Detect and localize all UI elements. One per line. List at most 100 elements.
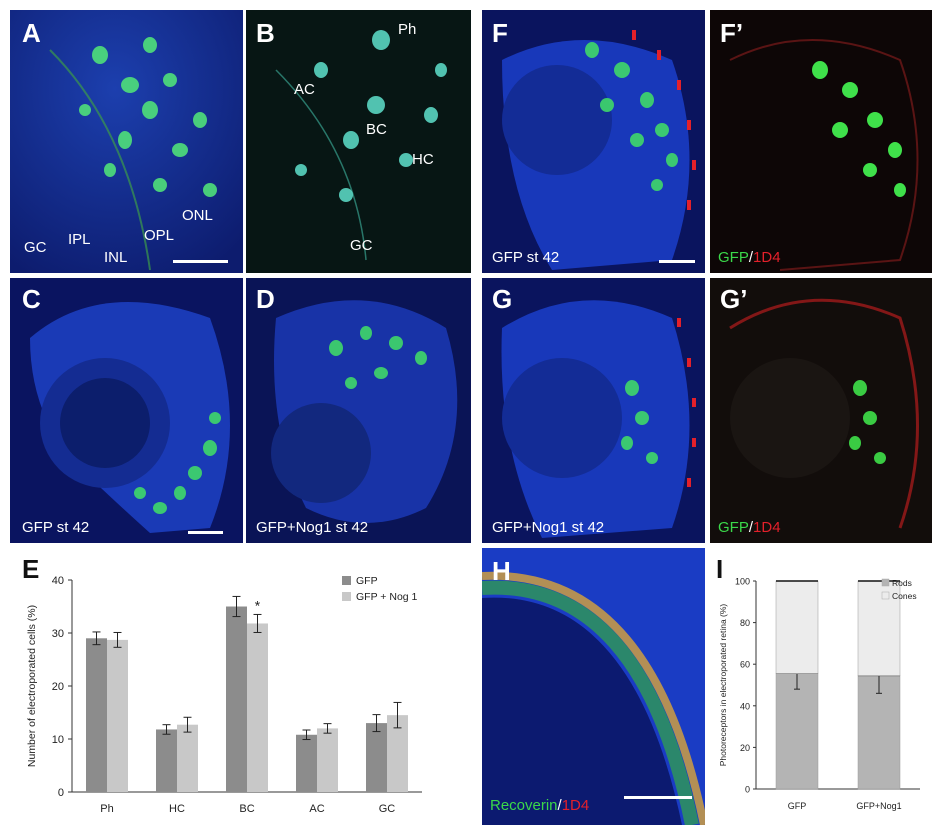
stain-recoverin: Recoverin: [490, 797, 558, 814]
panel-g-prime-label: G’: [720, 284, 748, 314]
panel-e-label: E: [22, 554, 40, 584]
panel-h-label: H: [492, 556, 511, 586]
bar: [177, 724, 198, 792]
significance-mark: *: [255, 597, 261, 613]
cell-label-bc: BC: [366, 121, 387, 138]
y-tick-label: 0: [745, 785, 750, 795]
panel-i: I 0 20 40 60 80 100 Photoreceptors in electrop…: [710, 548, 932, 825]
cell-label-ph: Ph: [398, 21, 417, 38]
panel-g-prime-stain: GFP/1D4: [718, 520, 781, 535]
scale-bar: [188, 531, 223, 534]
bar: [226, 606, 247, 792]
panel-i-label: I: [716, 554, 724, 584]
x-tick-label: BC: [239, 803, 254, 815]
bar-segment: [857, 675, 901, 790]
panel-c-micrograph: [10, 278, 243, 543]
y-tick-label: 20: [52, 681, 64, 693]
panel-a: A GC IPL INL OPL ONL: [10, 10, 243, 273]
stain-gfp: GFP: [718, 249, 749, 266]
x-tick-label: GC: [379, 803, 396, 815]
x-tick-label: HC: [169, 803, 185, 815]
layer-label-ipl: IPL: [68, 231, 91, 248]
panel-f: F GFP st 42: [482, 10, 705, 273]
cell-label-gc: GC: [350, 237, 373, 254]
y-tick-label: 60: [740, 660, 750, 670]
layer-label-onl: ONL: [182, 207, 213, 224]
legend-swatch: [881, 591, 890, 600]
legend-label: Cones: [892, 591, 917, 601]
panel-f-label: F: [492, 18, 508, 48]
panel-g-label: G: [492, 284, 513, 314]
panel-d-caption: GFP+Nog1 st 42: [256, 519, 369, 536]
panel-f-prime-micrograph: [710, 10, 932, 273]
panel-f-micrograph: [482, 10, 705, 273]
y-tick-label: 80: [740, 618, 750, 628]
scale-bar: [659, 260, 695, 263]
chart-i: 0 20 40 60 80 100 Photoreceptors in electropor…: [718, 577, 920, 811]
y-tick-label: 0: [58, 787, 64, 799]
legend-swatch: [342, 592, 351, 601]
panel-f-caption: GFP st 42: [492, 249, 560, 266]
cell-label-ac: AC: [294, 81, 315, 98]
panel-g-prime-micrograph: [710, 278, 932, 543]
panel-g-prime: G’ GFP/1D4: [710, 278, 932, 543]
stain-separator: /: [557, 797, 562, 814]
panel-e: E 0 10 20 30 40 Number of electroporated cell…: [10, 548, 471, 825]
y-tick-label: 30: [52, 628, 64, 640]
panel-a-micrograph: [10, 10, 243, 273]
y-tick-label: 40: [52, 575, 64, 587]
scale-bar: [624, 796, 692, 799]
legend-label: Rods: [892, 578, 912, 588]
legend-label: GFP: [356, 575, 378, 587]
bar: [107, 639, 128, 792]
legend-swatch: [881, 578, 890, 587]
panel-d-label: D: [256, 284, 275, 314]
chart-e: 0 10 20 30 40 Number of electroporated cells …: [26, 575, 422, 815]
panel-g-micrograph: [482, 278, 705, 543]
scale-bar: [173, 260, 228, 263]
panel-f-prime-stain: GFP/1D4: [718, 250, 781, 265]
y-tick-label: 10: [52, 734, 64, 746]
stain-1d4: 1D4: [753, 519, 781, 536]
bar: [296, 734, 317, 792]
x-tick-label: Ph: [100, 803, 113, 815]
bar-segment: [857, 580, 901, 676]
panel-c-label: C: [22, 284, 41, 314]
bar: [156, 729, 177, 792]
y-axis-label: Number of electroporated cells (%): [26, 605, 38, 767]
panel-f-prime-label: F’: [720, 18, 744, 48]
panel-h: H Recoverin/1D4: [482, 548, 705, 825]
panel-h-micrograph: [482, 548, 705, 825]
bar: [86, 638, 107, 792]
stain-separator: /: [748, 519, 754, 536]
panel-c-caption: GFP st 42: [22, 519, 90, 536]
x-tick-label: GFP+Nog1: [856, 801, 901, 811]
panel-d: D GFP+Nog1 st 42: [246, 278, 471, 543]
bar: [366, 723, 387, 792]
stain-gfp: GFP: [718, 519, 749, 536]
x-tick-label: AC: [309, 803, 324, 815]
layer-label-gc: GC: [24, 239, 47, 256]
y-tick-label: 100: [735, 577, 750, 587]
bar: [317, 728, 338, 792]
y-tick-label: 40: [740, 701, 750, 711]
y-axis-label: Photoreceptors in electroporated retina …: [718, 604, 728, 767]
panel-g: G GFP+Nog1 st 42: [482, 278, 705, 543]
panel-b-label: B: [256, 18, 275, 48]
y-tick-label: 20: [740, 743, 750, 753]
panel-b-micrograph: [246, 10, 471, 273]
x-tick-label: GFP: [788, 801, 807, 811]
stain-separator: /: [748, 249, 754, 266]
bar: [387, 715, 408, 792]
bar: [247, 623, 268, 792]
bar-segment: [775, 580, 819, 674]
layer-label-inl: INL: [104, 249, 128, 266]
stain-1d4: 1D4: [561, 797, 590, 814]
panel-g-caption: GFP+Nog1 st 42: [492, 519, 605, 536]
panel-f-prime: F’ GFP/1D4: [710, 10, 932, 273]
panel-a-label: A: [22, 18, 41, 48]
stain-1d4: 1D4: [753, 249, 781, 266]
bar-segment: [775, 673, 819, 790]
cell-label-hc: HC: [412, 151, 434, 168]
panel-h-stain: Recoverin/1D4: [490, 798, 589, 813]
